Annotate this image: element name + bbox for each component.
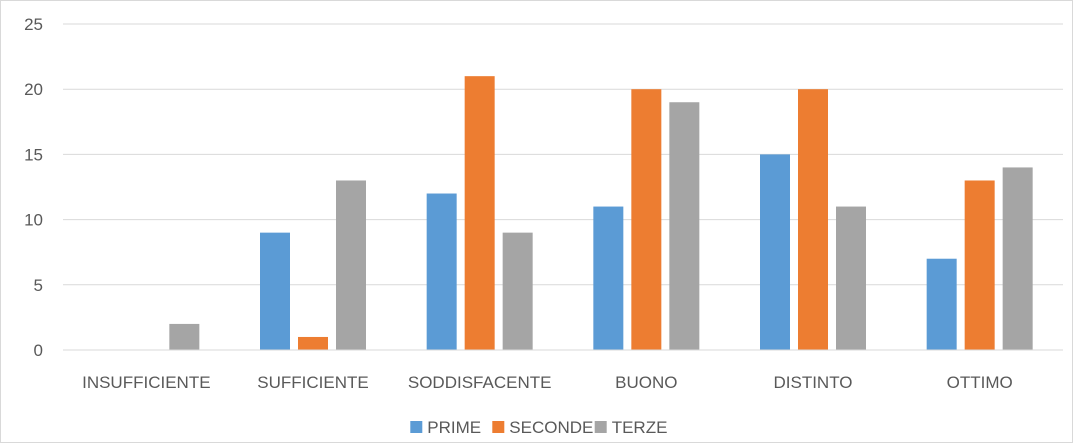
bar-terze-sufficiente [336, 180, 366, 350]
bar-prime-ottimo [926, 258, 957, 350]
bars [169, 76, 1033, 351]
y-tick-label: 25 [24, 15, 43, 34]
legend-swatch-seconde [492, 421, 505, 433]
x-tick-label: DISTINTO [773, 373, 852, 392]
bar-terze-ottimo [1002, 167, 1033, 350]
bar-seconde-sufficiente [298, 336, 328, 350]
bar-terze-buono [669, 102, 700, 351]
y-tick-label: 10 [24, 211, 43, 230]
legend-label-terze: TERZE [612, 418, 668, 437]
y-tick-label: 20 [24, 80, 43, 99]
legend-swatch-prime [410, 421, 423, 433]
x-tick-label: OTTIMO [947, 373, 1013, 392]
y-tick-label: 0 [34, 341, 43, 360]
y-tick-label: 5 [34, 276, 43, 295]
legend-label-seconde: SECONDE [509, 418, 593, 437]
x-tick-label: BUONO [615, 373, 677, 392]
legend: PRIME SECONDE TERZE [410, 418, 667, 437]
bar-prime-soddisfacente [426, 193, 457, 350]
x-tick-label: SUFFICIENTE [257, 373, 368, 392]
legend-swatch-terze [594, 421, 607, 433]
bar-terze-insufficiente [169, 323, 200, 350]
bar-prime-sufficiente [260, 232, 290, 350]
bar-seconde-soddisfacente [464, 76, 495, 350]
legend-label-prime: PRIME [427, 418, 481, 437]
x-tick-label: SODDISFACENTE [408, 373, 552, 392]
bar-prime-buono [593, 206, 624, 350]
bar-seconde-ottimo [964, 180, 995, 350]
y-axis-tick-labels: 0 5 10 15 20 25 [24, 15, 43, 360]
x-axis-tick-labels: INSUFFICIENTE SUFFICIENTE SODDISFACENTE BUO… [82, 373, 1013, 392]
x-tick-label: INSUFFICIENTE [82, 373, 210, 392]
gridlines [63, 23, 1063, 286]
bar-seconde-distinto [798, 89, 828, 350]
bar-seconde-buono [631, 89, 662, 350]
bar-prime-distinto [760, 154, 790, 350]
bar-terze-soddisfacente [502, 232, 533, 350]
bar-terze-distinto [836, 206, 866, 350]
y-tick-label: 15 [24, 145, 43, 164]
